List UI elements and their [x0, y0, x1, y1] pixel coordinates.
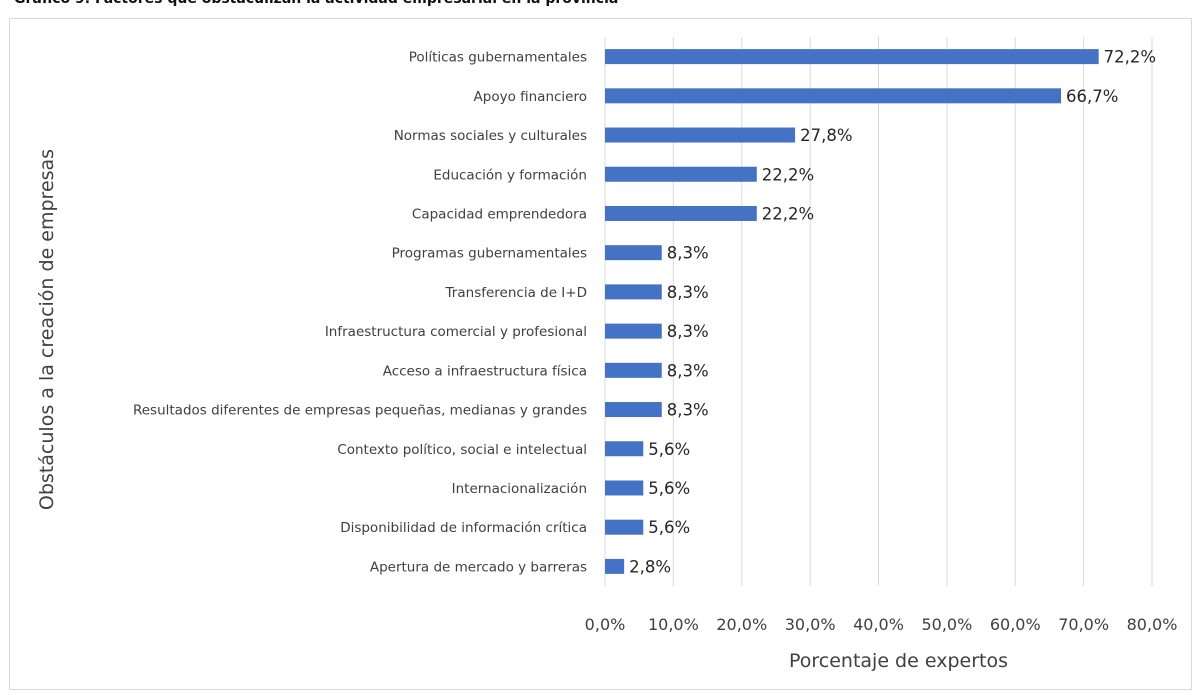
bar — [605, 245, 662, 261]
value-label: 8,3% — [667, 244, 709, 263]
bar — [605, 205, 757, 221]
value-label: 5,6% — [648, 518, 690, 537]
value-label: 66,7% — [1066, 87, 1118, 106]
category-label: Políticas gubernamentales — [409, 50, 587, 66]
x-tick-labels: 0,0% 10,0% 20,0% 30,0% 40,0% 50,0% 60,0% 70,0% 8… — [585, 615, 1178, 634]
chart-frame — [9, 18, 1192, 690]
bar — [605, 480, 644, 496]
category-label: Educación y formación — [433, 167, 587, 183]
value-label: 8,3% — [667, 361, 709, 380]
bar — [605, 284, 662, 300]
value-label: 72,2% — [1104, 48, 1156, 67]
value-label: 8,3% — [667, 322, 709, 341]
category-label: Apertura de mercado y barreras — [370, 559, 587, 575]
x-tick-label: 50,0% — [921, 615, 972, 634]
x-tick-label: 10,0% — [648, 615, 699, 634]
bars — [605, 49, 1099, 574]
x-tick-label: 80,0% — [1127, 615, 1178, 634]
bar — [605, 558, 625, 574]
x-tick-label: 20,0% — [716, 615, 767, 634]
bar — [605, 519, 644, 535]
category-label: Normas sociales y culturales — [394, 128, 587, 144]
page-title-fragment: Gráfico 9. Factores que obstaculizan la … — [0, 0, 1203, 9]
category-label: Infraestructura comercial y profesional — [325, 324, 587, 340]
value-label: 2,8% — [629, 557, 671, 576]
category-label: Disponibilidad de información crítica — [340, 520, 587, 536]
category-label: Contexto político, social e intelectual — [337, 442, 587, 458]
category-label: Apoyo financiero — [474, 89, 587, 105]
category-label: Programas gubernamentales — [392, 246, 587, 262]
bar — [605, 323, 662, 339]
y-axis-title: Obstáculos a la creación de empresas — [36, 149, 58, 510]
x-tick-label: 40,0% — [853, 615, 904, 634]
value-label: 27,8% — [800, 126, 852, 145]
x-axis-title: Porcentaje de expertos — [789, 650, 1008, 672]
bar — [605, 441, 644, 457]
value-label: 5,6% — [648, 440, 690, 459]
category-label: Acceso a infraestructura física — [383, 363, 587, 379]
bar — [605, 402, 662, 418]
bar — [605, 49, 1099, 65]
category-label: Transferencia de I+D — [445, 285, 587, 301]
bar — [605, 127, 796, 143]
value-label: 8,3% — [667, 401, 709, 420]
gridlines — [604, 37, 1153, 586]
bar — [605, 88, 1062, 104]
value-labels: 72,2% 66,7% 27,8% 22,2% 22,2% 8,3% 8,3% 8,3% 8,3… — [629, 48, 1156, 577]
value-label: 5,6% — [648, 479, 690, 498]
value-label: 8,3% — [667, 283, 709, 302]
value-label: 22,2% — [762, 204, 814, 223]
value-label: 22,2% — [762, 165, 814, 184]
x-tick-label: 0,0% — [585, 615, 626, 634]
category-label: Resultados diferentes de empresas pequeñ… — [133, 403, 587, 419]
category-label: Capacidad emprendedora — [412, 206, 587, 222]
x-tick-label: 60,0% — [990, 615, 1041, 634]
category-labels: Políticas gubernamentales Apoyo financier… — [133, 50, 587, 576]
category-label: Internacionalización — [452, 481, 587, 497]
bar — [605, 166, 757, 182]
x-tick-label: 70,0% — [1058, 615, 1109, 634]
x-tick-label: 30,0% — [785, 615, 836, 634]
bar — [605, 362, 662, 378]
